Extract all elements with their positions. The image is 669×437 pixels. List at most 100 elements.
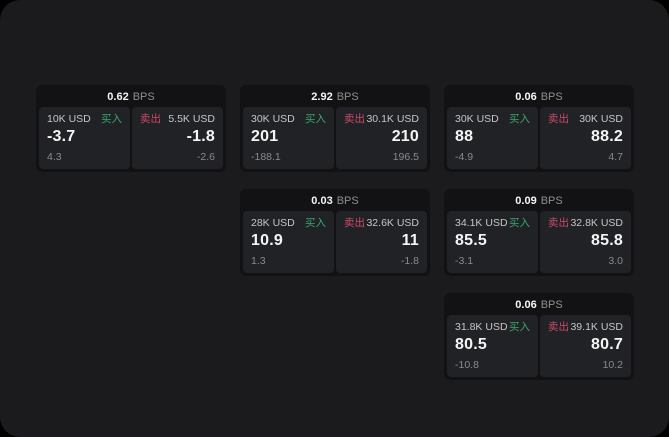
card-body: 31.8K USD 买入 80.5 -10.8 卖出 39.1K USD 80.… xyxy=(447,315,631,377)
sell-button[interactable]: 卖出 xyxy=(344,217,365,229)
buy-delta: -4.9 xyxy=(455,151,474,164)
sell-button[interactable]: 卖出 xyxy=(548,217,569,229)
sell-price: 11 xyxy=(401,231,419,249)
sell-delta: 4.7 xyxy=(608,151,623,164)
bps-value: 0.06 xyxy=(515,299,537,311)
buy-price: 88 xyxy=(455,127,474,145)
buy-delta: 1.3 xyxy=(251,255,266,268)
sell-quote-pane[interactable]: 卖出 30K USD 88.2 4.7 xyxy=(540,107,631,169)
buy-quote-pane[interactable]: 31.8K USD 买入 80.5 -10.8 xyxy=(447,315,538,377)
buy-quote-pane[interactable]: 10K USD 买入 -3.7 4.3 xyxy=(39,107,130,169)
bps-value: 0.09 xyxy=(515,195,537,207)
quote-card: 0.03 BPS 28K USD 买入 10.9 1.3 卖出 32.6K US… xyxy=(240,189,430,276)
sell-button[interactable]: 卖出 xyxy=(548,321,569,333)
sell-pane-top: 卖出 32.6K USD xyxy=(344,217,419,230)
sell-pane-top: 卖出 30.1K USD xyxy=(344,113,419,126)
card-grid: 0.62 BPS 10K USD 买入 -3.7 4.3 卖出 5.5K USD… xyxy=(36,85,634,380)
sell-button[interactable]: 卖出 xyxy=(344,113,365,125)
card-body: 34.1K USD 买入 85.5 -3.1 卖出 32.8K USD 85.8… xyxy=(447,211,631,273)
buy-button[interactable]: 买入 xyxy=(101,113,122,125)
bps-unit-label: BPS xyxy=(540,91,563,103)
bps-unit-label: BPS xyxy=(540,195,563,207)
quote-card: 0.09 BPS 34.1K USD 买入 85.5 -3.1 卖出 32.8K… xyxy=(444,189,634,276)
sell-delta: 10.2 xyxy=(602,359,623,372)
buy-pane-top: 34.1K USD 买入 xyxy=(455,217,530,230)
card-body: 30K USD 买入 201 -188.1 卖出 30.1K USD 210 1… xyxy=(243,107,427,169)
sell-pane-top: 卖出 30K USD xyxy=(548,113,623,126)
card-body: 10K USD 买入 -3.7 4.3 卖出 5.5K USD -1.8 -2.… xyxy=(39,107,223,169)
buy-quote-pane[interactable]: 30K USD 买入 88 -4.9 xyxy=(447,107,538,169)
sell-button[interactable]: 卖出 xyxy=(140,113,161,125)
card-header: 0.62 BPS xyxy=(39,88,223,107)
sell-amount-label: 30K USD xyxy=(579,113,623,125)
sell-price: 80.7 xyxy=(591,335,623,353)
quote-card: 0.06 BPS 30K USD 买入 88 -4.9 卖出 30K USD 8… xyxy=(444,85,634,172)
sell-amount-label: 5.5K USD xyxy=(168,113,215,125)
buy-amount-label: 28K USD xyxy=(251,217,295,229)
buy-button[interactable]: 买入 xyxy=(509,113,530,125)
sell-amount-label: 32.8K USD xyxy=(570,217,623,229)
sell-pane-top: 卖出 32.8K USD xyxy=(548,217,623,230)
sell-amount-label: 30.1K USD xyxy=(366,113,419,125)
buy-delta: -10.8 xyxy=(455,359,479,372)
buy-quote-pane[interactable]: 28K USD 买入 10.9 1.3 xyxy=(243,211,334,273)
sell-delta: 3.0 xyxy=(608,255,623,268)
card-header: 0.06 BPS xyxy=(447,296,631,315)
sell-amount-label: 32.6K USD xyxy=(366,217,419,229)
buy-quote-pane[interactable]: 34.1K USD 买入 85.5 -3.1 xyxy=(447,211,538,273)
bps-unit-label: BPS xyxy=(336,195,359,207)
buy-pane-top: 30K USD 买入 xyxy=(251,113,326,126)
sell-button[interactable]: 卖出 xyxy=(548,113,569,125)
card-header: 2.92 BPS xyxy=(243,88,427,107)
quote-card: 2.92 BPS 30K USD 买入 201 -188.1 卖出 30.1K … xyxy=(240,85,430,172)
buy-button[interactable]: 买入 xyxy=(509,217,530,229)
card-body: 28K USD 买入 10.9 1.3 卖出 32.6K USD 11 -1.8 xyxy=(243,211,427,273)
buy-price: 80.5 xyxy=(455,335,487,353)
buy-amount-label: 30K USD xyxy=(455,113,499,125)
sell-price: 210 xyxy=(391,127,419,145)
buy-button[interactable]: 买入 xyxy=(305,217,326,229)
card-header: 0.03 BPS xyxy=(243,192,427,211)
sell-price: 85.8 xyxy=(591,231,623,249)
buy-button[interactable]: 买入 xyxy=(305,113,326,125)
bps-unit-label: BPS xyxy=(540,299,563,311)
sell-quote-pane[interactable]: 卖出 30.1K USD 210 196.5 xyxy=(336,107,427,169)
sell-pane-top: 卖出 39.1K USD xyxy=(548,321,623,334)
quote-card: 0.62 BPS 10K USD 买入 -3.7 4.3 卖出 5.5K USD… xyxy=(36,85,226,172)
buy-delta: -3.1 xyxy=(455,255,474,268)
bps-value: 2.92 xyxy=(311,91,333,103)
sell-delta: -1.8 xyxy=(400,255,419,268)
sell-delta: -2.6 xyxy=(196,151,215,164)
sell-quote-pane[interactable]: 卖出 32.8K USD 85.8 3.0 xyxy=(540,211,631,273)
buy-quote-pane[interactable]: 30K USD 买入 201 -188.1 xyxy=(243,107,334,169)
buy-delta: -188.1 xyxy=(251,151,281,164)
sell-quote-pane[interactable]: 卖出 32.6K USD 11 -1.8 xyxy=(336,211,427,273)
buy-delta: 4.3 xyxy=(47,151,62,164)
buy-price: 10.9 xyxy=(251,231,283,249)
buy-amount-label: 30K USD xyxy=(251,113,295,125)
buy-pane-top: 28K USD 买入 xyxy=(251,217,326,230)
quote-card: 0.06 BPS 31.8K USD 买入 80.5 -10.8 卖出 39.1… xyxy=(444,293,634,380)
card-header: 0.06 BPS xyxy=(447,88,631,107)
sell-quote-pane[interactable]: 卖出 39.1K USD 80.7 10.2 xyxy=(540,315,631,377)
bps-unit-label: BPS xyxy=(132,91,155,103)
sell-delta: 196.5 xyxy=(392,151,419,164)
sell-pane-top: 卖出 5.5K USD xyxy=(140,113,215,126)
bps-value: 0.06 xyxy=(515,91,537,103)
buy-price: 85.5 xyxy=(455,231,487,249)
bps-value: 0.03 xyxy=(311,195,333,207)
buy-price: -3.7 xyxy=(47,127,76,145)
buy-button[interactable]: 买入 xyxy=(509,321,530,333)
buy-pane-top: 10K USD 买入 xyxy=(47,113,122,126)
sell-quote-pane[interactable]: 卖出 5.5K USD -1.8 -2.6 xyxy=(132,107,223,169)
sell-amount-label: 39.1K USD xyxy=(570,321,623,333)
sell-price: 88.2 xyxy=(591,127,623,145)
card-body: 30K USD 买入 88 -4.9 卖出 30K USD 88.2 4.7 xyxy=(447,107,631,169)
buy-price: 201 xyxy=(251,127,279,145)
buy-amount-label: 31.8K USD xyxy=(455,321,508,333)
sell-price: -1.8 xyxy=(186,127,215,145)
bps-value: 0.62 xyxy=(107,91,129,103)
buy-pane-top: 31.8K USD 买入 xyxy=(455,321,530,334)
card-header: 0.09 BPS xyxy=(447,192,631,211)
